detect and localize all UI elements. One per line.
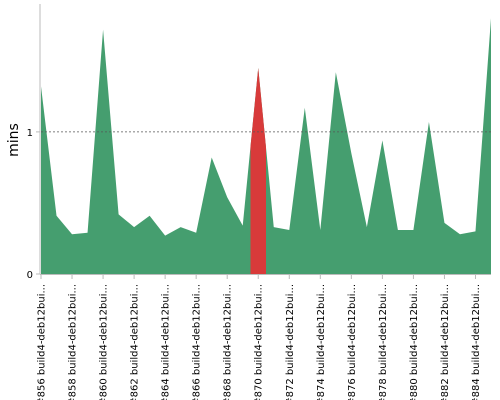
x-tick-label: #872 build4-deb12bui... (285, 284, 296, 400)
highlight-segment[interactable] (250, 67, 266, 275)
x-tick-label: #876 build4-deb12bui... (347, 284, 358, 400)
x-tick-label: #868 build4-deb12bui... (223, 284, 234, 400)
x-tick-label: #884 build4-deb12bui... (471, 284, 482, 400)
x-tick-label: #880 build4-deb12bui... (409, 284, 420, 400)
y-ticks: 01 (27, 128, 40, 281)
x-tick-label: #874 build4-deb12bui... (316, 284, 327, 400)
x-tick-label: #864 build4-deb12bui... (161, 284, 172, 400)
y-axis-title: mins (6, 123, 22, 157)
x-tick-label: #856 build4-deb12bui... (37, 284, 48, 400)
x-tick-label: #860 build4-deb12bui... (99, 284, 110, 400)
x-tick-label: #866 build4-deb12bui... (192, 284, 203, 400)
x-ticks: #856 build4-deb12bui... #858 build4-deb12… (37, 275, 482, 400)
x-tick-label: #862 build4-deb12bui... (130, 284, 141, 400)
x-tick-label: #882 build4-deb12bui... (440, 284, 451, 400)
x-tick-label: #878 build4-deb12bui... (378, 284, 389, 400)
y-tick-label: 1 (27, 128, 33, 139)
x-tick-label: #858 build4-deb12bui... (68, 284, 79, 400)
area-fill (41, 18, 491, 275)
y-tick-label: 0 (27, 270, 33, 281)
x-tick-label: #870 build4-deb12bui... (254, 284, 265, 400)
area-series (41, 18, 491, 275)
